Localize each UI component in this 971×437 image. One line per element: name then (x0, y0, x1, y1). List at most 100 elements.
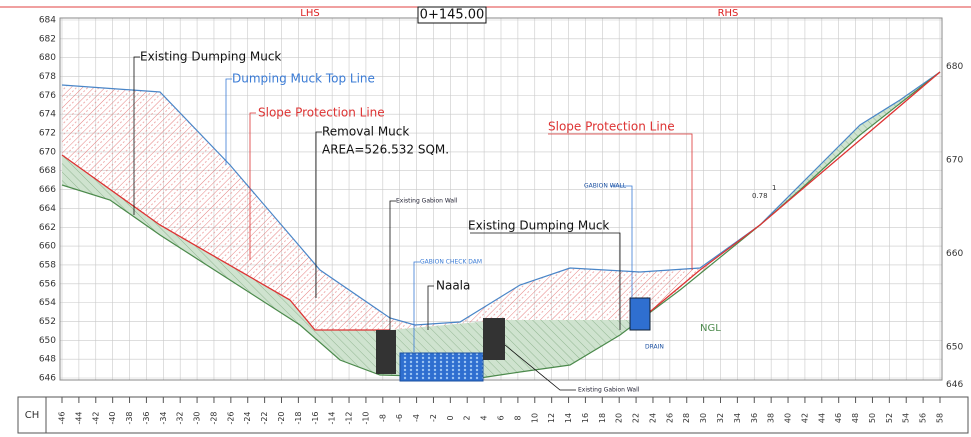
chainage-label: 4 (480, 415, 489, 420)
chainage-label: -46 (58, 411, 67, 424)
chainage-title: CH (25, 410, 40, 421)
chainage-label: -24 (243, 411, 252, 424)
annotation: Removal Muck (322, 125, 409, 139)
chainage-label: -28 (209, 411, 218, 424)
left-axis-label: 656 (39, 279, 56, 289)
chainage-label: 6 (497, 415, 506, 420)
chainage-label: 44 (817, 413, 826, 423)
annotation: Existing Dumping Muck (140, 50, 281, 64)
slope-protection-line (639, 71, 941, 321)
gabion-wall (483, 318, 505, 360)
annotation: NGL (700, 323, 721, 334)
gabion-check-dam (399, 352, 484, 382)
right-axis-label: 660 (946, 249, 963, 259)
leaders (133, 56, 693, 391)
annotation: Existing Gabion Wall (578, 387, 640, 394)
left-axis-label: 658 (39, 260, 56, 270)
lhs-label: LHS (300, 8, 319, 19)
chainage-label: 28 (682, 413, 691, 423)
chainage-label: 16 (581, 413, 590, 423)
chainage-label: 56 (919, 413, 928, 423)
chainage-label: 10 (530, 413, 539, 423)
left-axis-label: 646 (39, 374, 56, 384)
chainage-label: -18 (294, 411, 303, 424)
rhs-label: RHS (718, 8, 739, 19)
chainage-label: 8 (513, 415, 522, 420)
annotation: DRAIN (645, 344, 664, 351)
annotation: Existing Dumping Muck (468, 219, 609, 233)
chainage-label: 12 (547, 413, 556, 423)
chainage-label: -36 (142, 411, 151, 424)
chainage-label: -44 (74, 411, 83, 424)
left-axis-label: 668 (39, 166, 56, 176)
right-axis-label: 650 (946, 343, 963, 353)
chainage-label: -6 (395, 414, 404, 422)
chainage-label: -12 (345, 411, 354, 424)
chainage-label: 42 (800, 413, 809, 423)
left-axis-label: 660 (39, 242, 56, 252)
slope-protection-line (61, 154, 390, 331)
annotation: GABION CHECK DAM (420, 259, 482, 266)
chainage-label: 40 (784, 413, 793, 423)
slope-one: 1 (772, 184, 776, 192)
left-axis-label: 650 (39, 336, 56, 346)
chainage-label: -16 (311, 411, 320, 424)
annotation: Naala (436, 279, 470, 293)
left-axis-label: 652 (39, 317, 56, 327)
annotation: Slope Protection Line (548, 120, 675, 134)
chainage-label: -20 (277, 411, 286, 424)
chainage-label: 54 (902, 413, 911, 423)
section-box (417, 6, 487, 24)
chainage-label: -30 (193, 411, 202, 424)
chainage-label: -8 (378, 414, 387, 422)
annotation: Dumping Muck Top Line (232, 72, 375, 86)
left-axis-label: 666 (39, 185, 56, 195)
chainage-label: -40 (108, 411, 117, 424)
chainage-label: 38 (767, 413, 776, 423)
chainage-label: 32 (716, 413, 725, 423)
right-axis-label: 670 (946, 156, 963, 166)
section-label: 0+145.00 (420, 8, 485, 23)
chainage-label: -10 (361, 411, 370, 424)
right-axis-label: 680 (946, 62, 963, 72)
chainage-label: 46 (834, 413, 843, 423)
chainage-label: 18 (598, 413, 607, 423)
chainage-label: 50 (868, 413, 877, 423)
chainage-label: 30 (699, 413, 708, 423)
chainage-label: -38 (125, 411, 134, 424)
left-axis-label: 648 (39, 355, 56, 365)
chainage-label: 34 (733, 413, 742, 423)
left-axis-label: 670 (39, 147, 56, 157)
left-axis-label: 682 (39, 34, 56, 44)
chainage-label: -34 (159, 411, 168, 424)
chainage-label: -42 (91, 411, 100, 424)
chainage-label: 36 (750, 413, 759, 423)
plot-frame (59, 17, 943, 381)
chainage-label: -14 (328, 411, 337, 424)
chainage-label: 14 (564, 413, 573, 423)
chainage-label: -32 (176, 411, 185, 424)
left-axis-label: 674 (39, 110, 56, 120)
annotation: GABION WALL (584, 183, 627, 190)
chainage-label: 58 (936, 413, 945, 423)
chainage-label: 2 (463, 415, 472, 420)
chainage-label: -4 (412, 414, 421, 422)
left-axis-label: 654 (39, 298, 56, 308)
muck-top-line (61, 71, 941, 326)
left-axis-label: 684 (39, 16, 56, 26)
annotation: Slope Protection Line (258, 106, 385, 120)
left-axis-label: 680 (39, 53, 56, 63)
chainage-label: 24 (648, 413, 657, 423)
annotation: AREA=526.532 SQM. (322, 143, 449, 157)
slope-ratio: 0.78 (752, 192, 768, 200)
chainage-label: -2 (429, 414, 438, 422)
chainage-label: 52 (885, 413, 894, 423)
chainage-label: -22 (260, 411, 269, 424)
chainage-label: 26 (665, 413, 674, 423)
left-axis-label: 676 (39, 91, 56, 101)
left-axis-label: 678 (39, 72, 56, 82)
chainage-label: 0 (446, 415, 455, 420)
chainage-label: 48 (851, 413, 860, 423)
chainage-label: 20 (615, 413, 624, 423)
gabion-wall (629, 297, 651, 331)
